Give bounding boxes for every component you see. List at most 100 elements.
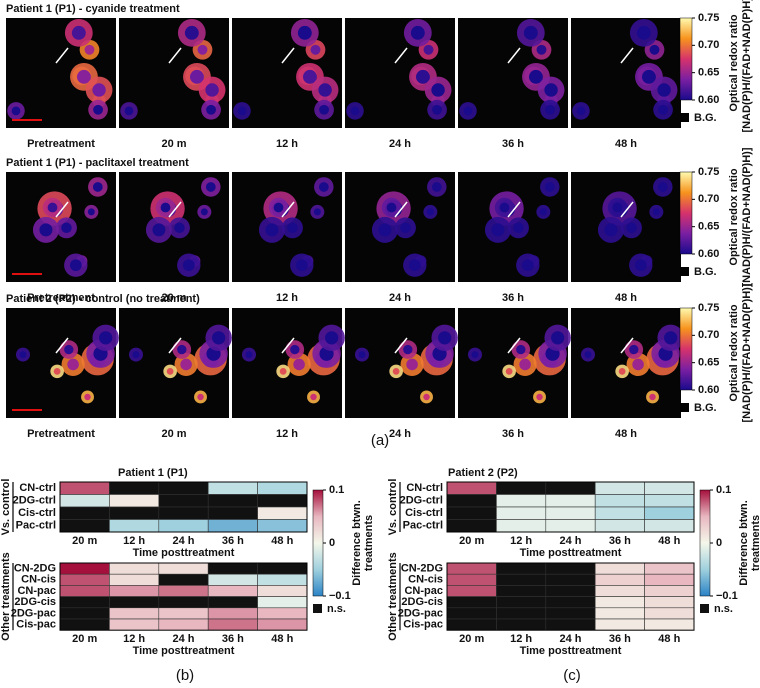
cell-core [245, 351, 253, 359]
arrow [168, 337, 182, 354]
cell-core [544, 83, 558, 97]
cell-core [318, 83, 332, 97]
heatmap-cell [496, 481, 547, 495]
cell-core [431, 83, 445, 97]
colorbar-label: [NAD(P)H/(FAD+NAD(P)H)] [741, 147, 753, 286]
cell-core [423, 393, 430, 401]
cell-core [64, 344, 74, 355]
heatmap-cell [594, 494, 645, 508]
cell-core [545, 104, 555, 115]
column-label: 24 h [172, 633, 194, 645]
heatmap-cell [59, 607, 110, 620]
row-label: CN-cis [21, 574, 56, 586]
heatmap-cell [109, 481, 160, 495]
ns-label: n.s. [714, 603, 733, 615]
heatmap-cell [257, 618, 308, 631]
heatmap-cell [644, 596, 695, 609]
cell-core [174, 222, 185, 234]
cell-core [612, 202, 623, 213]
row-label: Cis-ctrl [18, 507, 56, 519]
heatmap-cell [207, 506, 258, 520]
heatmap-cell [446, 481, 497, 495]
cell-core [67, 358, 79, 371]
colorbar-tick-label: 0.70 [698, 329, 719, 341]
colorbar-label: Difference btwn. [738, 500, 750, 586]
row-label: CN-ctrl [19, 482, 56, 494]
colorbar-tick-label: 0.75 [698, 12, 719, 24]
heatmap-frame [446, 562, 695, 631]
cell-core [287, 222, 298, 234]
cell-core [664, 331, 678, 345]
colorbar-tick-label: 0.75 [698, 166, 719, 178]
heatmap-cell [207, 585, 258, 597]
colorbar-tick-label: 0.60 [698, 384, 719, 396]
time-label: 24 h [389, 292, 411, 304]
heatmap-cell [496, 618, 547, 631]
cell-core [463, 106, 473, 116]
cell-core [92, 182, 103, 192]
colorbar-tick-label: 0.60 [698, 94, 719, 106]
cell-core [632, 358, 644, 371]
row-label: CN-2DG [401, 563, 443, 575]
arrow [168, 201, 182, 218]
cell-core [205, 83, 219, 97]
row-label: CN-2DG [14, 563, 56, 575]
group-label: Other treatments [0, 552, 12, 641]
heatmap-cell [109, 519, 160, 533]
heatmap-title: Patient 2 (P2) [448, 467, 518, 479]
column-label: 48 h [271, 633, 293, 645]
cell-core [529, 69, 543, 84]
cell-core [166, 367, 174, 375]
heatmap-frame [59, 562, 308, 631]
arrow [281, 337, 295, 354]
heatmap-cell [109, 596, 160, 609]
column-label: 24 h [559, 535, 581, 547]
cell-core [657, 83, 671, 97]
cell-core [629, 344, 639, 355]
cell-core [197, 393, 204, 401]
colorbar-tick-label: 0.75 [698, 302, 719, 314]
cell-core [325, 331, 339, 345]
heatmap-cell [59, 573, 110, 586]
heatmap-cell [496, 596, 547, 609]
heatmap-cell [257, 494, 308, 508]
heatmap-cell [207, 573, 258, 586]
heatmap-cell [158, 494, 209, 508]
cell-core [212, 331, 226, 345]
column-label: 48 h [658, 535, 680, 547]
cell-core [182, 259, 195, 272]
row-title: Patient 1 (P1) - paclitaxel treatment [6, 157, 189, 169]
row-label: Cis-pac [403, 619, 443, 631]
heatmap-cell [594, 519, 645, 533]
cell-core [649, 393, 656, 401]
cell-core [197, 44, 208, 55]
cell-core [160, 202, 171, 213]
heatmap-cell [158, 618, 209, 631]
time-label: 36 h [502, 428, 524, 440]
time-label: Pretreatment [27, 292, 95, 304]
heatmap-cell [158, 585, 209, 597]
time-label: Pretreatment [27, 138, 95, 150]
arrow [55, 201, 69, 218]
row-label: Pac-ctrl [403, 520, 443, 532]
colorbar-label: Optical redox ratio [728, 304, 740, 401]
column-label: 24 h [172, 535, 194, 547]
colorbar-label: treatments [750, 515, 760, 571]
heatmap-cell [644, 562, 695, 575]
arrow [394, 201, 408, 218]
cell-core [303, 69, 317, 84]
row-label: 2DG-ctrl [13, 495, 56, 507]
row-label: CN-pac [404, 585, 443, 597]
colorbar [699, 489, 711, 597]
heatmap-cell [496, 607, 547, 620]
heatmap-cell [59, 596, 110, 609]
arrow [507, 201, 521, 218]
heatmap-cell [545, 519, 596, 533]
cell-core [658, 104, 668, 115]
column-label: 36 h [222, 633, 244, 645]
cell-core [544, 182, 555, 192]
cell-core [634, 259, 647, 272]
cell-core [408, 259, 421, 272]
arrow [55, 337, 69, 354]
background-swatch [680, 267, 689, 276]
